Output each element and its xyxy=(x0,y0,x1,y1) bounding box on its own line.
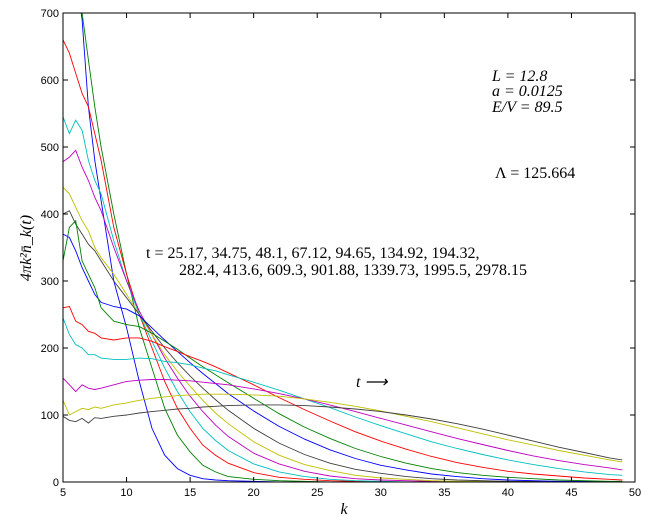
series-line-13 xyxy=(63,393,623,463)
x-tick-label: 5 xyxy=(60,487,66,499)
x-tick-label: 50 xyxy=(629,487,641,499)
series-line-10 xyxy=(63,305,623,481)
y-tick-label: 300 xyxy=(41,276,59,288)
y-axis-ticks: 0 100 200 300 400 500 600 700 xyxy=(41,8,635,489)
x-tick-label: 35 xyxy=(438,487,450,499)
x-axis-label: k xyxy=(340,501,348,517)
series-line-3 xyxy=(63,39,623,482)
series-line-2 xyxy=(81,13,623,482)
x-tick-label: 20 xyxy=(248,487,260,499)
series-line-8 xyxy=(63,233,623,482)
plot-frame xyxy=(62,12,636,483)
y-tick-label: 200 xyxy=(41,343,59,355)
series-line-5 xyxy=(63,149,623,482)
x-tick-label: 45 xyxy=(565,487,577,499)
annotation-EV: E/V = 89.5 xyxy=(491,99,563,116)
annotation-a: a = 0.0125 xyxy=(492,83,563,100)
series-line-9 xyxy=(63,219,623,482)
x-tick-label: 15 xyxy=(184,487,196,499)
series-layer xyxy=(63,13,623,482)
y-tick-label: 500 xyxy=(41,142,59,154)
annotation-t-list-line1: t = 25.17, 34.75, 48.1, 67.12, 94.65, 13… xyxy=(146,245,479,262)
y-tick-label: 400 xyxy=(41,209,59,221)
series-line-7 xyxy=(63,210,623,482)
y-tick-label: 100 xyxy=(41,410,59,422)
series-line-14 xyxy=(63,404,623,461)
x-axis-ticks: 5 10 15 20 25 30 35 40 45 50 xyxy=(60,13,641,499)
y-tick-label: 600 xyxy=(41,75,59,87)
annotation-lambda: Λ = 125.664 xyxy=(495,165,575,182)
x-tick-label: 10 xyxy=(120,487,132,499)
y-tick-label: 700 xyxy=(41,8,59,20)
y-axis-label: 4πk²n̄_k(t) xyxy=(18,215,35,281)
annotation-time-arrow: t ⟶ xyxy=(356,374,388,391)
annotation-L: L = 12.8 xyxy=(491,68,547,85)
series-line-12 xyxy=(63,377,623,471)
series-line-4 xyxy=(63,116,623,482)
x-tick-label: 40 xyxy=(502,487,514,499)
annotation-t-list-line2: 282.4, 413.6, 609.3, 901.88, 1339.73, 19… xyxy=(179,262,527,279)
series-line-11 xyxy=(63,317,623,476)
x-tick-label: 30 xyxy=(375,487,387,499)
series-line-1 xyxy=(80,13,623,482)
y-tick-label: 0 xyxy=(53,477,59,489)
x-tick-label: 25 xyxy=(311,487,323,499)
